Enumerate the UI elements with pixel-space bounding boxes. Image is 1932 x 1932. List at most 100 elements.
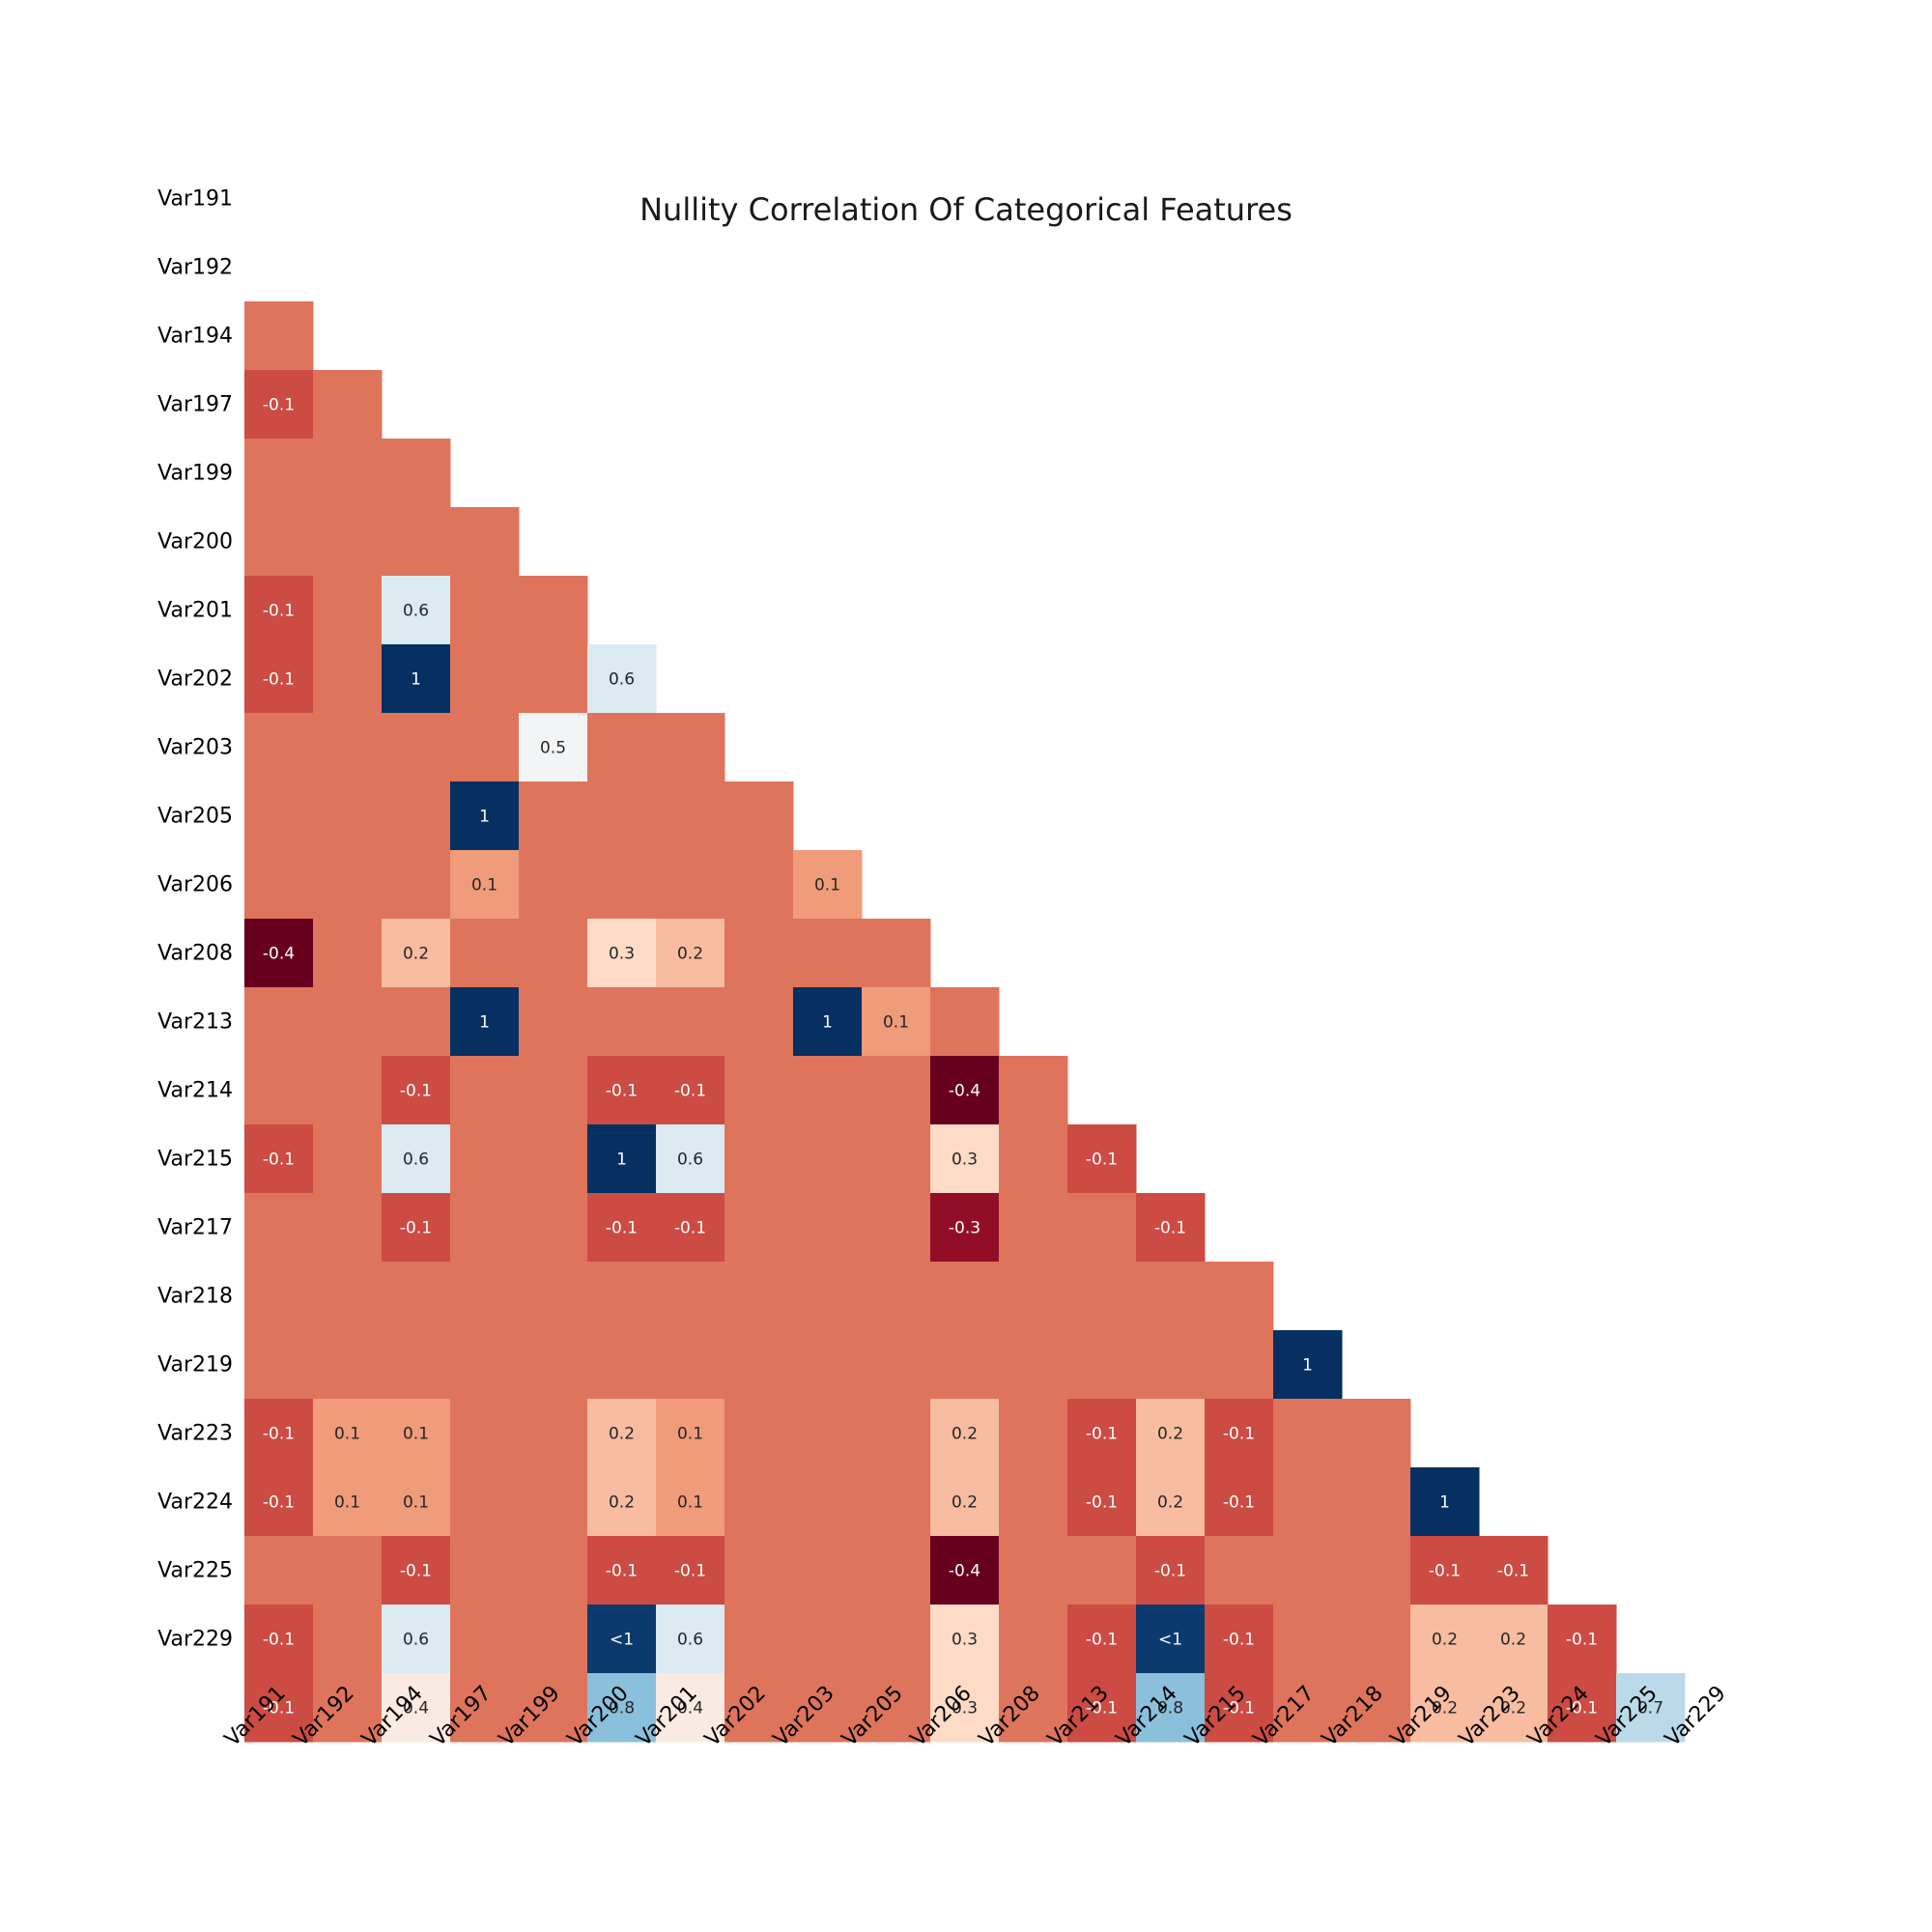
- cell-annotation: 0.1: [677, 1493, 703, 1513]
- heatmap-cell: [1273, 1605, 1343, 1674]
- heatmap-cell: [1548, 1605, 1617, 1674]
- heatmap-cell: [313, 507, 383, 577]
- heatmap-cell: [1410, 1536, 1480, 1605]
- cell-annotation: 0.1: [814, 876, 840, 895]
- cell-annotation: 0.1: [334, 1425, 360, 1444]
- heatmap-cell: [724, 1262, 794, 1331]
- heatmap-cell: [1273, 1467, 1343, 1537]
- y-tick-label: Var217: [157, 1216, 233, 1240]
- cell-annotation: -0.1: [263, 1699, 295, 1719]
- heatmap-cell: [1342, 1536, 1411, 1605]
- heatmap-cell: [793, 1262, 863, 1331]
- heatmap-cell: [587, 1673, 657, 1743]
- heatmap-cell: [793, 1330, 863, 1400]
- cell-annotation: 1: [479, 808, 490, 827]
- cell-annotation: 0.2: [1500, 1699, 1526, 1719]
- heatmap-cell: [724, 919, 794, 988]
- heatmap-cell: [382, 576, 451, 645]
- cell-annotation: -0.1: [1223, 1631, 1255, 1650]
- heatmap-cell: [587, 1124, 657, 1194]
- cell-annotation: 0.6: [403, 602, 429, 621]
- heatmap-cell: [587, 1467, 657, 1537]
- heatmap-cell: [656, 919, 725, 988]
- heatmap-cell: [313, 439, 383, 508]
- heatmap-cell: [244, 781, 314, 851]
- cell-annotation: -0.4: [949, 1562, 980, 1581]
- heatmap-cell: [313, 850, 383, 920]
- heatmap-cell: [724, 1536, 794, 1605]
- heatmap-cell: [382, 919, 451, 988]
- cell-annotation: -0.1: [674, 1082, 706, 1101]
- cell-annotation: -0.3: [949, 1219, 980, 1238]
- heatmap-cell: [1205, 1536, 1274, 1605]
- heatmap-cell: [656, 987, 725, 1057]
- heatmap-cell: [724, 1399, 794, 1468]
- heatmap-cell: [382, 1056, 451, 1125]
- cell-annotation: -0.1: [1086, 1151, 1118, 1170]
- heatmap-cell: [519, 781, 588, 851]
- cell-annotation: 0.4: [403, 1699, 429, 1719]
- heatmap-cell: [656, 1193, 725, 1263]
- heatmap-cell: [382, 644, 451, 714]
- cell-annotation: 0.1: [883, 1013, 909, 1033]
- cell-annotation: 0.1: [403, 1425, 429, 1444]
- heatmap-cell: [519, 644, 588, 714]
- cell-annotation: -0.1: [263, 1151, 295, 1170]
- cell-annotation: 0.2: [403, 945, 429, 964]
- heatmap-cell: [519, 1536, 588, 1605]
- heatmap-cell: [313, 1330, 383, 1400]
- heatmap-cell: [724, 1673, 794, 1743]
- heatmap-cell: [382, 781, 451, 851]
- heatmap-cell: [930, 1467, 1000, 1537]
- cell-annotation: -0.1: [400, 1082, 432, 1101]
- heatmap-cell: [862, 1536, 931, 1605]
- heatmap-cell: [382, 1262, 451, 1331]
- heatmap-cell: [244, 1330, 314, 1400]
- y-tick-label: Var202: [157, 668, 233, 692]
- heatmap-cell: [656, 781, 725, 851]
- heatmap-cell: [450, 850, 520, 920]
- y-tick-label: Var229: [157, 1628, 233, 1652]
- heatmap-cell: [793, 919, 863, 988]
- heatmap-cell: [862, 1399, 931, 1468]
- heatmap-cell: [999, 1124, 1068, 1194]
- heatmap-cell: [519, 1399, 588, 1468]
- heatmap-cell: [862, 1605, 931, 1674]
- heatmap-cell: [1273, 1673, 1343, 1743]
- heatmap-cell: [382, 1124, 451, 1194]
- heatmap-cell: [382, 1193, 451, 1263]
- heatmap-cell: [244, 507, 314, 577]
- heatmap-cell: [656, 713, 725, 782]
- cell-annotation: -0.1: [1566, 1631, 1598, 1650]
- cell-annotation: 1: [822, 1013, 833, 1033]
- cell-annotation: 0.1: [334, 1493, 360, 1513]
- cell-annotation: -0.1: [1223, 1699, 1255, 1719]
- heatmap-cell: [1342, 1605, 1411, 1674]
- heatmap-cell: [450, 1605, 520, 1674]
- cell-annotation: -0.1: [400, 1219, 432, 1238]
- heatmap-cell: [793, 1124, 863, 1194]
- heatmap-cell: [587, 1262, 657, 1331]
- heatmap-cell: [519, 1124, 588, 1194]
- heatmap-cell: [656, 1536, 725, 1605]
- heatmap-cell: [793, 1536, 863, 1605]
- heatmap-cell: [1205, 1605, 1274, 1674]
- heatmap-cell: [1067, 1605, 1137, 1674]
- cell-annotation: 0.3: [952, 1631, 978, 1650]
- heatmap-cell: [450, 781, 520, 851]
- heatmap-cell: [724, 1467, 794, 1537]
- heatmap-cell: [587, 987, 657, 1057]
- heatmap-cell: [862, 1124, 931, 1194]
- heatmap-cell: [587, 919, 657, 988]
- heatmap-cell: [724, 1330, 794, 1400]
- heatmap-cell: [313, 987, 383, 1057]
- heatmap-cell: [244, 1399, 314, 1468]
- heatmap-cell: [519, 1056, 588, 1125]
- heatmap-cell: [1273, 1330, 1343, 1400]
- heatmap-cell: [930, 987, 1000, 1057]
- heatmap-cell: [244, 1673, 314, 1743]
- heatmap-cell: [587, 713, 657, 782]
- cell-annotation: 0.2: [1157, 1493, 1183, 1513]
- heatmap-cell: [587, 1399, 657, 1468]
- heatmap-cell: [450, 1056, 520, 1125]
